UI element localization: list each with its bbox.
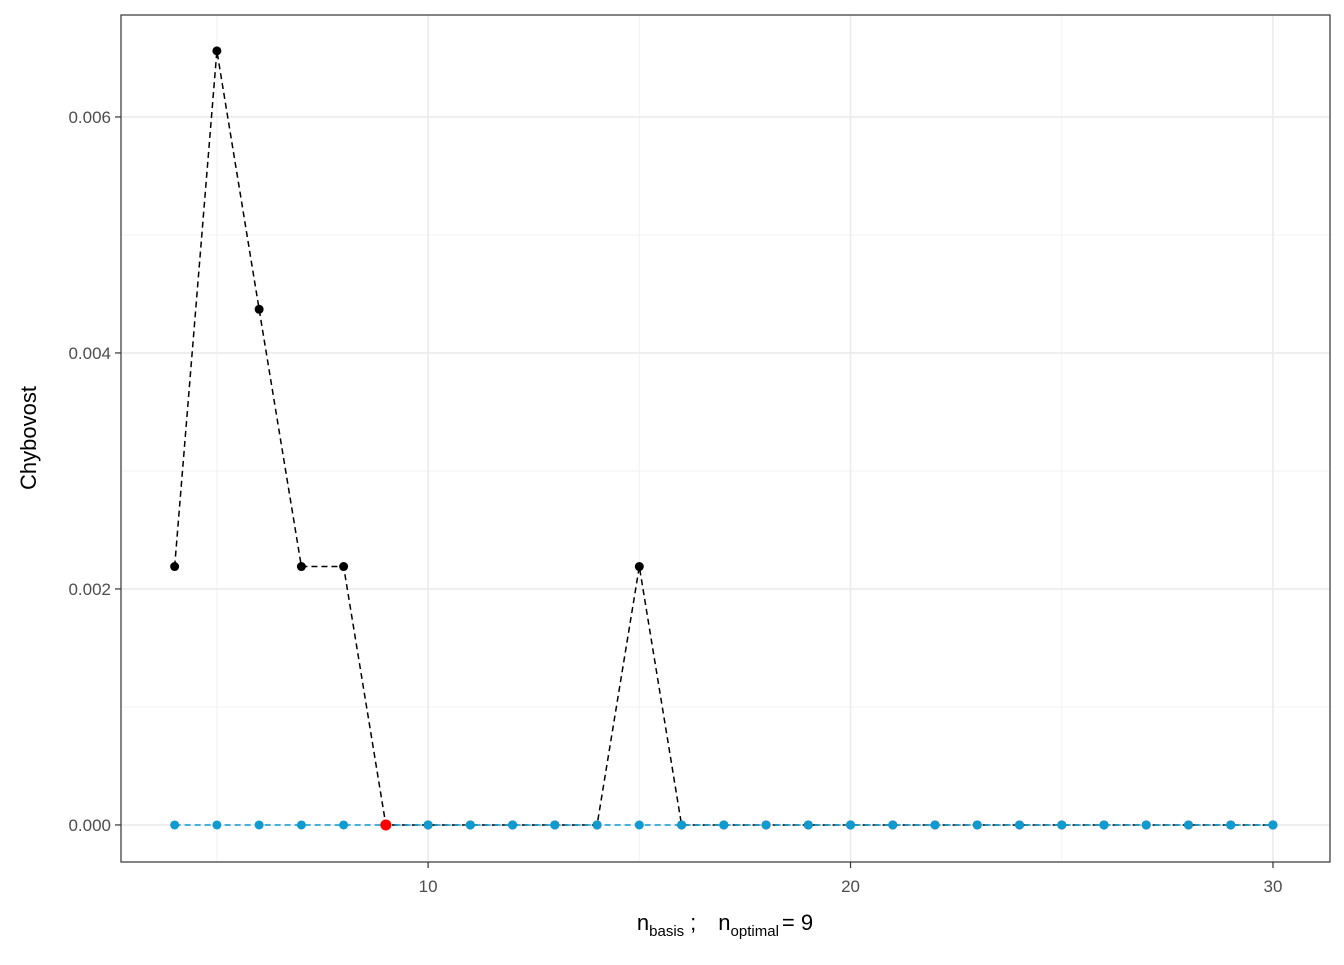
data-point [212, 820, 222, 830]
data-point [846, 820, 856, 830]
data-point [803, 820, 813, 830]
data-point [1226, 820, 1236, 830]
data-point [634, 820, 644, 830]
data-point [170, 820, 180, 830]
y-tick-label: 0.006 [68, 108, 111, 127]
y-tick-label: 0.002 [68, 580, 111, 599]
x-axis-title: nbasis; noptimal = 9 [637, 910, 813, 940]
data-point [423, 820, 433, 830]
data-point [1183, 820, 1193, 830]
data-point [1057, 820, 1067, 830]
x-tick-label: 20 [841, 877, 860, 896]
data-point [761, 820, 771, 830]
data-point [254, 820, 264, 830]
x-title-sub: basis [649, 923, 684, 940]
data-point [888, 820, 898, 830]
data-point [550, 820, 560, 830]
y-tick-label: 0.000 [68, 816, 111, 835]
data-point [254, 304, 264, 314]
panel-border [120, 14, 1331, 863]
data-point [380, 819, 392, 831]
data-point [508, 820, 518, 830]
data-point [212, 46, 222, 56]
data-point [1141, 820, 1151, 830]
data-point [930, 820, 940, 830]
data-point [296, 562, 306, 572]
x-title-part: n [637, 910, 649, 935]
x-title-part: = 9 [782, 910, 813, 935]
y-axis-title: Chybovost [16, 386, 41, 490]
data-point [296, 820, 306, 830]
data-point [170, 562, 180, 572]
y-tick-label: 0.004 [68, 344, 111, 363]
data-point [1015, 820, 1025, 830]
marks [170, 46, 1278, 831]
data-point [1268, 820, 1278, 830]
data-point [972, 820, 982, 830]
data-point [1099, 820, 1109, 830]
data-point [719, 820, 729, 830]
x-tick-label: 10 [419, 877, 438, 896]
data-point [677, 820, 687, 830]
x-title-part: ; [690, 910, 696, 935]
data-point [592, 820, 602, 830]
x-title-sub: optimal [731, 923, 779, 940]
data-point [634, 562, 644, 572]
data-point [339, 562, 349, 572]
data-point [339, 820, 349, 830]
x-tick-label: 30 [1264, 877, 1283, 896]
x-title-part: n [718, 910, 730, 935]
data-point [465, 820, 475, 830]
